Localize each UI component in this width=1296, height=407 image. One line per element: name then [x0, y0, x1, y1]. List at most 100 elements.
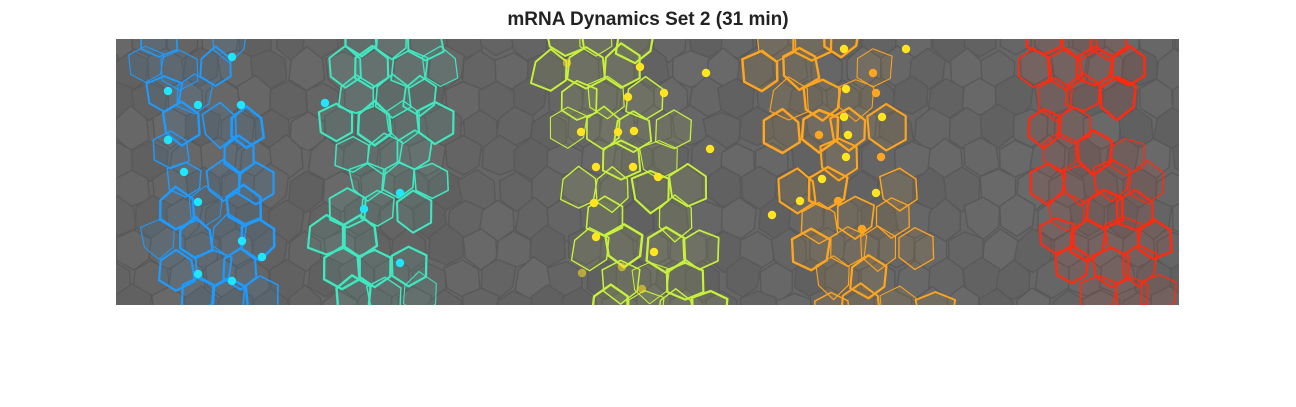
- segmented-cell: [1115, 276, 1149, 305]
- background-cell: [547, 76, 584, 119]
- mrna-spot: [577, 268, 587, 278]
- mrna-spot: [901, 44, 911, 54]
- mrna-spot: [237, 236, 247, 246]
- segmented-cell: [1043, 132, 1077, 173]
- mrna-spot: [193, 197, 203, 207]
- background-cell: [322, 289, 358, 305]
- mrna-spot: [395, 258, 405, 268]
- segmented-cell: [802, 78, 842, 122]
- segmented-cell: [1064, 72, 1101, 112]
- segmented-cell: [769, 76, 809, 121]
- segmented-cell: [914, 291, 957, 305]
- stripe-teal: [306, 39, 459, 305]
- background-cell: [461, 287, 500, 305]
- background-cell: [1171, 85, 1179, 115]
- mrna-spot: [395, 188, 405, 198]
- segmented-cell: [1079, 274, 1118, 305]
- mrna-spot: [236, 100, 246, 110]
- background-cell: [561, 286, 597, 305]
- background-cell: [1150, 285, 1179, 305]
- stripe-lime-spots: [562, 58, 715, 294]
- segmented-cell: [395, 189, 433, 234]
- stripe-orange: [741, 39, 957, 305]
- background-cell: [185, 166, 223, 207]
- segmented-cell: [322, 245, 361, 291]
- segmented-cell: [360, 189, 395, 227]
- background-cell: [513, 136, 551, 180]
- background-cell: [873, 288, 913, 305]
- background-cell: [892, 75, 929, 115]
- segmented-cell: [390, 245, 428, 288]
- segmented-cell: [813, 291, 850, 305]
- mrna-spot: [635, 62, 645, 72]
- segmented-cell: [898, 227, 935, 271]
- segmented-cell: [205, 158, 241, 203]
- background-cell: [809, 286, 846, 305]
- segmented-cell: [230, 105, 265, 150]
- mrna-spot: [871, 88, 881, 98]
- background-cell: [963, 39, 997, 58]
- mrna-spot: [623, 92, 633, 102]
- background-cell: [357, 285, 393, 305]
- background-cell: [288, 170, 325, 214]
- background-cell: [1121, 47, 1160, 87]
- mrna-spot: [701, 68, 711, 78]
- segmented-cell: [1029, 162, 1067, 207]
- mrna-spot: [876, 152, 886, 162]
- mrna-spot: [868, 68, 878, 78]
- background-cell: [253, 287, 289, 305]
- mrna-spot: [659, 88, 669, 98]
- segmented-cell: [161, 100, 201, 147]
- segmented-cell: [166, 161, 202, 198]
- background-cell: [739, 290, 777, 305]
- segmented-cell: [547, 39, 586, 57]
- stripe-layer: [128, 39, 1178, 305]
- background-cell: [1081, 289, 1121, 305]
- segmented-cell: [1122, 244, 1158, 288]
- segmented-cell: [421, 45, 459, 87]
- mrna-spot: [705, 144, 715, 154]
- mrna-spot: [257, 252, 267, 262]
- mrna-spot: [653, 172, 663, 182]
- mrna-spot: [193, 100, 203, 110]
- mrna-spot: [857, 224, 867, 234]
- mrna-spot: [817, 174, 827, 184]
- mrna-spot: [163, 135, 173, 145]
- segmented-cell: [402, 270, 437, 305]
- cell-segmentation-image: [116, 39, 1179, 305]
- segmented-cell: [240, 218, 276, 262]
- segmented-cell: [1054, 244, 1090, 285]
- segmented-cell: [1047, 192, 1085, 232]
- segmented-cell: [665, 261, 705, 301]
- background-cell: [397, 285, 432, 305]
- background-cells: [116, 39, 1179, 305]
- segmented-cell: [875, 197, 910, 239]
- background-cell: [632, 44, 670, 89]
- stripe-red: [1017, 39, 1178, 305]
- segmented-cell: [762, 107, 802, 155]
- segmented-cell: [587, 75, 625, 120]
- background-cell: [444, 134, 483, 176]
- background-cell: [878, 229, 915, 269]
- segmented-cell: [317, 102, 354, 143]
- background-cell: [288, 283, 322, 305]
- segmented-cell: [152, 130, 190, 170]
- background-cell: [978, 287, 1014, 305]
- segmented-cell: [157, 248, 196, 292]
- mrna-spot: [591, 162, 601, 172]
- segmented-cell: [591, 283, 629, 305]
- segmented-cell: [415, 100, 455, 146]
- segmented-cell: [1115, 188, 1154, 231]
- segmented-cell: [659, 288, 693, 305]
- segmented-cell: [549, 106, 588, 149]
- segmented-cell: [140, 39, 179, 58]
- stripe-blue: [128, 39, 279, 305]
- background-cell: [652, 39, 687, 64]
- tissue-image-panel: [116, 39, 1179, 305]
- mrna-spot: [841, 152, 851, 162]
- segmented-cell: [819, 137, 859, 182]
- mrna-spot: [767, 210, 777, 220]
- segmented-cell: [658, 194, 693, 243]
- segmented-cell: [335, 274, 372, 305]
- segmented-cell: [237, 161, 275, 206]
